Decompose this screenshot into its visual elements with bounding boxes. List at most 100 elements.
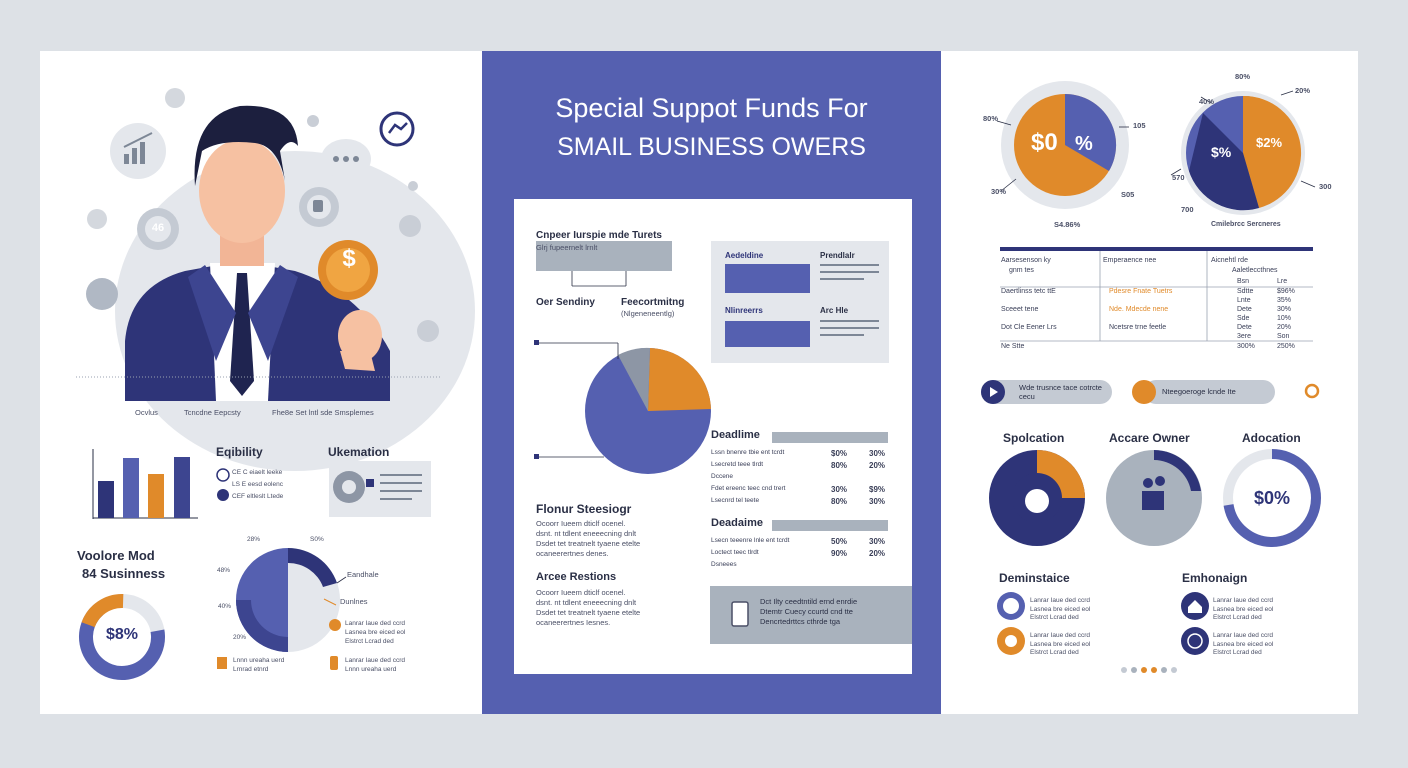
box-label: Prendlalr [820,251,855,260]
legend-line: Lrnrad etnrd [233,666,269,673]
table-cell: Son [1277,333,1290,340]
page-title: Special Suppot Funds For [555,93,868,123]
text-line: ocaneerertnes denes. [536,549,609,558]
text-line: Elstrct Lcrad ded [1030,614,1079,621]
table-header: Emperaence nee [1103,257,1157,264]
info-icon [216,468,230,482]
text-line: Elstrct Lcrad ded [1213,649,1262,656]
eligibility-line: CEF eltleslt Ltede [232,493,284,500]
bar [123,458,139,518]
link-icon [217,489,229,501]
gear-icon [299,187,339,227]
gear-icon [137,208,179,250]
table-cell: Sdtte [1237,288,1254,295]
face [199,139,285,243]
label-spending: Oer Sendiny [536,297,595,308]
deadline-row-value: $9% [869,485,886,494]
basket-icon [1142,491,1164,510]
progress-track [1144,380,1275,404]
deadline-row-label: Dsneees [711,561,737,568]
lapel-left [188,265,236,361]
deadline-title: Deadlime [711,429,760,441]
semi-chart-label: 48% [217,567,231,574]
semi-chart-callout: Eandhale [347,570,379,579]
bar [174,457,190,518]
box-label: Nlinreerrs [725,306,763,315]
header-band [536,241,672,271]
table-cell: 3ere [1237,333,1252,340]
table-cell: Dete [1237,324,1252,331]
progress-track [981,380,1112,404]
page-dot[interactable] [1171,667,1177,673]
label-forecasting: Feecortmitng [621,297,685,308]
section-item: Lanrar Iaue ded ccrd Lasnea bre eiced eo… [1213,632,1273,658]
donut-chart [1223,449,1321,547]
pie-chart-left [1001,81,1129,209]
pie2-label: 570 [1172,173,1185,182]
coin-icon [329,619,341,631]
bar [98,481,114,518]
pie2-label: 300 [1319,182,1332,191]
text-line: Ocoorr Iueem dticlf ocenel. [536,519,626,528]
legend-line: Elstrct Lcrad ded [345,638,394,645]
deadline-row-value: 30% [869,497,886,506]
table-header: Aarsesenson ky [1001,257,1051,264]
page-dot[interactable] [1151,667,1157,673]
deadline-row-label: Dccene [711,473,734,480]
left-panel: $ 46 Ocvlus Tcncdne Eepcsty Fhe8e Set ln… [40,51,482,714]
pie2-label: 700 [1181,205,1194,214]
semi-chart-label: 20% [233,634,247,641]
pie1-label: S05 [1121,190,1135,199]
donut-title: Adocation [1242,431,1301,445]
pie2-center-value: $% [1211,144,1232,160]
pie1-label: 30% [991,187,1007,196]
mini-bar-chart [92,449,198,519]
bubble-icon [408,181,418,191]
legend-line: Lnnn ureaha uerd [345,666,397,673]
table-cell: Dete [1237,306,1252,313]
bar [148,474,164,518]
text-line: Dsdet tet treatnelt tyaene etelte [536,539,641,548]
label-forecasting-sub: (Nlgeneneentlg) [621,309,675,318]
document-icon [217,657,227,669]
legend-line: Lasnea bre eiced eol [345,629,406,636]
deadline-row-label: Loctect teec tlrdt [711,549,759,556]
page-dot[interactable] [1141,667,1147,673]
page-dot[interactable] [1161,667,1167,673]
section-item: Lanrar Iaue ded ccrd Lasnea bre eiced eo… [1030,632,1090,658]
necktie [230,273,254,396]
legend-line: Lanrar Iaue ded ccrd [345,620,405,627]
table-cell: Lre [1277,278,1288,285]
eligibility-line: CE C eiaelt leeke [232,469,283,476]
radio-icon[interactable] [1304,383,1320,399]
caption-item: Tcncdne Eepcsty [184,408,241,417]
caption-item: Ocvlus [135,408,158,417]
deadline-row-label: Fdet ereenc teec cnd trert [711,485,786,492]
table-cell: Ne Stte [1001,343,1025,350]
middle-panel: Special Suppot Funds For SMAIL BUSINESS … [482,51,941,714]
deadline-row-value: 30% [869,449,886,458]
table-header: Aicnehtl rde [1211,257,1248,264]
donut-chart [989,450,1085,546]
section-item: Lanrar Iaue ded ccrd Lasnea bre eiced eo… [1213,597,1273,623]
text-line: Lasnea bre eiced eol [1030,605,1091,613]
bubble-icon [87,209,107,229]
doc-heading: Cnpeer Iurspie mde Turets [536,230,662,241]
deadline-row-value: 50% [831,537,848,546]
deadline-row-value: 80% [831,461,848,470]
doc-subheading: Glrj fupeernelt lrnlt [536,243,598,252]
text-line: Dencrtedrttcs cthrde tga [760,617,841,626]
hand [338,310,382,362]
bubble-icon [165,88,185,108]
text-line: Lanrar Iaue ded ccrd [1213,632,1273,639]
pie1-label: 80% [983,114,999,123]
table-cell: Sde [1237,315,1250,322]
deadline-row-value: 20% [869,549,886,558]
semi-chart-label: S0% [310,536,324,543]
pie1-label: S4.86% [1054,220,1081,229]
pie2-center-unit: $2% [1256,135,1283,150]
pie1-center-unit: % [1075,133,1093,155]
page-dot[interactable] [1121,667,1127,673]
page-dot[interactable] [1131,667,1137,673]
donut-chart [1106,450,1202,546]
